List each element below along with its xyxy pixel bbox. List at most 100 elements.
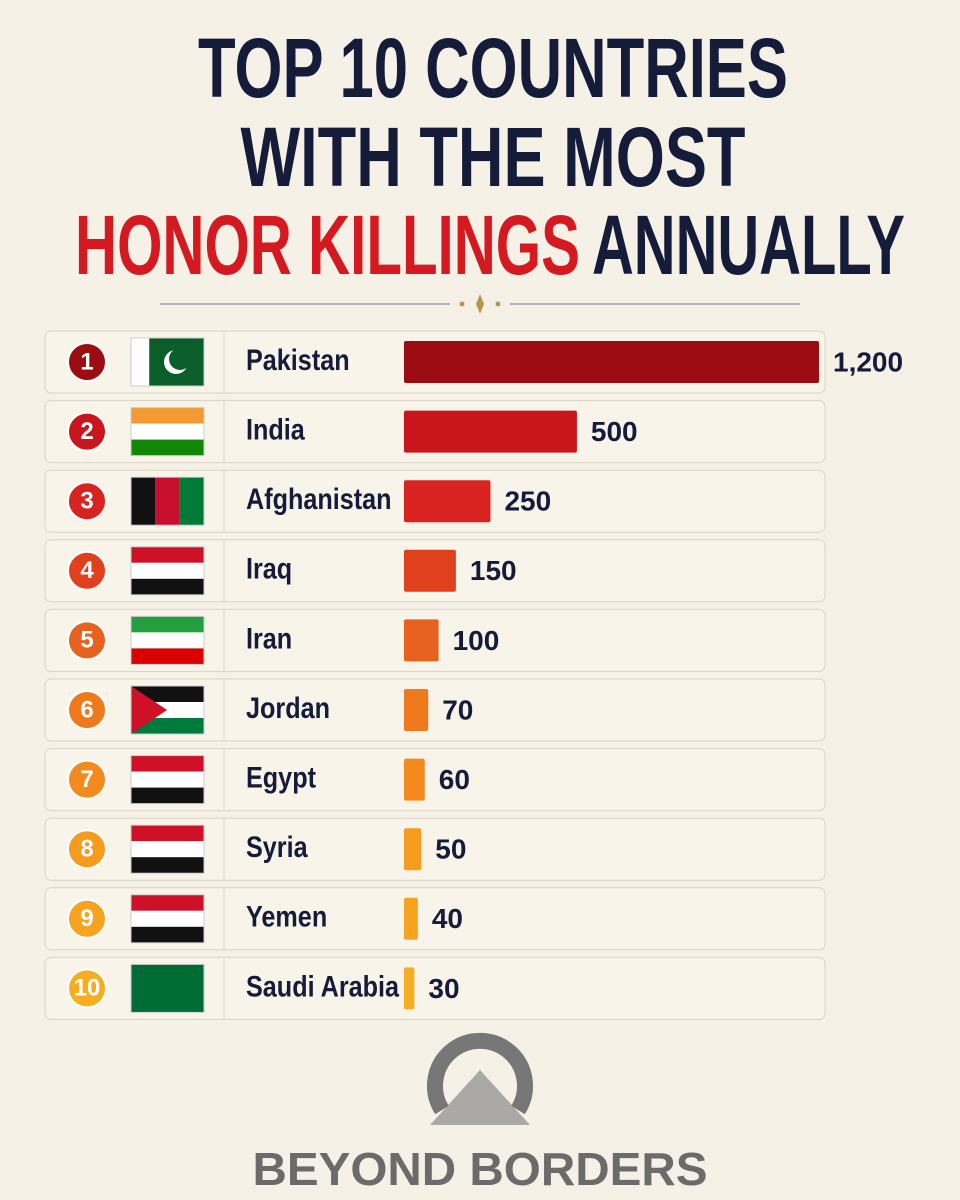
row-box (44, 817, 826, 881)
flag-part (131, 578, 204, 595)
flag-border (130, 685, 205, 735)
flag-border (130, 337, 205, 387)
value-label: 50 (435, 834, 466, 865)
country-name: Saudi Arabia (246, 969, 400, 1003)
rows: 1 Pakistan 1,200 2 India 500 3 Afghanistan 250 4 I… (44, 330, 903, 1020)
logo-rays (430, 1070, 530, 1125)
flag-part (131, 894, 204, 911)
country-name: Afghanistan (246, 482, 392, 516)
rank: 9 (80, 905, 93, 932)
rank-badge (67, 690, 107, 730)
rank-badge (67, 829, 107, 870)
name-group: Afghanistan (246, 482, 392, 516)
name-group: Iran (246, 621, 292, 655)
rank-badge (67, 968, 107, 1009)
value-label: 1,200 (833, 346, 903, 377)
rank-badge (67, 620, 107, 661)
rank-badge (67, 481, 107, 522)
bar (404, 549, 456, 592)
flag-part (131, 562, 204, 579)
value-label: 60 (439, 764, 470, 795)
row-box (44, 887, 826, 951)
title-end: ANNUALLY (592, 198, 905, 292)
flag-part (131, 718, 204, 734)
name-group: Pakistan (246, 343, 350, 377)
rank-badge (67, 411, 107, 452)
bar (404, 410, 577, 453)
country-name: Jordan (246, 691, 330, 725)
rank: 10 (74, 975, 101, 1002)
rank: 1 (80, 348, 93, 375)
value-label: 100 (453, 625, 500, 656)
bar (404, 758, 425, 801)
name-group: Yemen (246, 900, 327, 934)
flag-border (130, 894, 205, 944)
rank: 6 (80, 696, 93, 723)
divider-dot (459, 301, 465, 307)
logo: BEYOND BORDERS (253, 1032, 708, 1195)
flag-part (131, 771, 204, 788)
flag-part (131, 338, 150, 386)
flag-part (131, 910, 204, 927)
flag-part (131, 439, 204, 456)
rank: 4 (80, 557, 94, 584)
country-name: Pakistan (246, 343, 350, 377)
flag-border (130, 963, 205, 1013)
value-label: 500 (591, 416, 638, 447)
bar (404, 689, 429, 731)
flag-part (169, 348, 191, 370)
name-group: Jordan (246, 691, 330, 725)
flag-part (131, 648, 204, 665)
flag-part (131, 407, 204, 424)
flag-part (131, 546, 204, 563)
flag-border (130, 824, 205, 874)
divider-dot (495, 301, 501, 307)
flag-part (131, 423, 204, 440)
rank-badge (67, 898, 107, 939)
flag-part (155, 477, 180, 526)
row-box (44, 748, 826, 812)
bar (404, 480, 491, 523)
logo-arc (427, 1032, 533, 1115)
rank-badge (67, 342, 107, 382)
name-group: Egypt (246, 760, 316, 794)
country-name: India (246, 412, 305, 446)
bar (404, 619, 439, 662)
flag-part (131, 755, 204, 772)
country-name: Iran (246, 621, 292, 655)
flag-border (130, 755, 205, 805)
name-group: Iraq (246, 552, 292, 586)
flag-part (131, 926, 204, 943)
divider-ornament (476, 294, 484, 314)
rank: 8 (80, 836, 93, 863)
name-group: Saudi Arabia (246, 969, 400, 1003)
flag-part (179, 477, 204, 526)
bar (404, 828, 422, 871)
flag-part (131, 477, 156, 526)
country-name: Iraq (246, 552, 292, 586)
value-label: 70 (442, 694, 473, 725)
rank-badge (67, 550, 107, 591)
flag-border (130, 476, 205, 526)
title-line: WITH THE MOST (241, 110, 746, 204)
flag-part (131, 787, 204, 804)
bar (404, 341, 819, 383)
flag-border (130, 546, 205, 596)
flag-part (131, 686, 167, 734)
rank: 2 (80, 418, 93, 445)
name-group: Syria (246, 830, 308, 864)
rank: 5 (80, 627, 93, 654)
bar (404, 897, 418, 940)
flag-part (131, 964, 204, 1013)
value-label: 250 (504, 486, 551, 517)
value-label: 40 (432, 903, 463, 934)
rank-badge (67, 759, 107, 800)
title-highlight: HONOR KILLINGS (75, 198, 580, 292)
bar (404, 967, 415, 1010)
flag-part (131, 841, 204, 858)
row-box (44, 956, 826, 1020)
flag-part (131, 616, 204, 633)
title-line: TOP 10 COUNTRIES (198, 21, 788, 115)
country-name: Egypt (246, 760, 316, 794)
